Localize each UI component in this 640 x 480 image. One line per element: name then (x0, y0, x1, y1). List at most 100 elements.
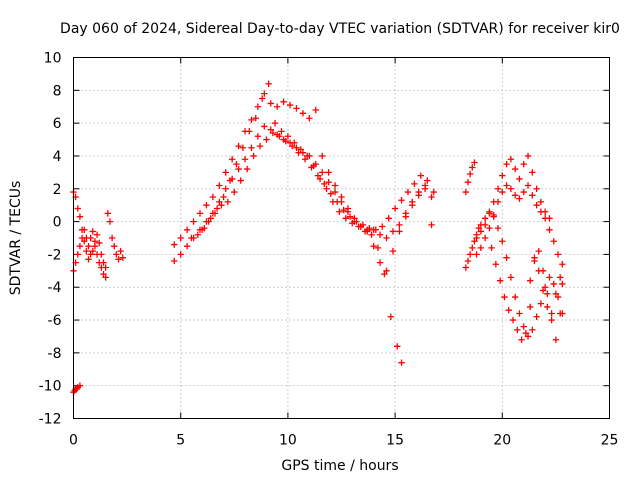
data-point (481, 221, 489, 229)
data-point (535, 247, 542, 255)
y-tick-label: 0 (53, 215, 62, 231)
data-point (492, 261, 500, 268)
y-tick-label: 6 (53, 116, 62, 132)
data-point (261, 123, 268, 130)
data-point (533, 313, 540, 320)
data-point (383, 234, 390, 242)
data-point (211, 210, 219, 217)
data-point (503, 182, 510, 189)
data-point (106, 218, 114, 225)
data-point (466, 251, 474, 258)
data-point (554, 251, 562, 258)
data-point (511, 293, 519, 301)
data-point (171, 257, 178, 265)
x-tick-label: 5 (176, 433, 185, 449)
data-point (100, 270, 107, 278)
x-axis-label: GPS time / hours (281, 458, 398, 474)
data-point (537, 300, 545, 307)
data-point (417, 172, 425, 179)
data-point (554, 293, 562, 301)
data-point (273, 103, 281, 110)
data-point (389, 247, 397, 255)
data-point (87, 251, 94, 258)
data-point (325, 169, 332, 176)
data-point (494, 198, 502, 206)
data-point (331, 182, 339, 189)
data-point (556, 310, 564, 317)
data-point (522, 329, 530, 337)
data-point (374, 244, 382, 252)
data-point (481, 234, 489, 242)
data-point (216, 182, 223, 189)
data-point (243, 165, 251, 173)
x-axis-ticks: 0 5 10 15 20 25 (69, 57, 619, 449)
data-point (248, 144, 255, 151)
data-point (383, 267, 390, 275)
data-point (282, 137, 289, 145)
x-tick-label: 25 (601, 433, 619, 449)
series-arc-9 (462, 152, 553, 242)
data-point (473, 251, 480, 258)
x-tick-label: 20 (493, 433, 511, 449)
data-point (293, 144, 300, 151)
y-tick-label: -8 (48, 346, 62, 362)
series-arc-7 (198, 129, 437, 233)
data-point (83, 234, 90, 242)
data-point (205, 218, 212, 225)
data-point (218, 201, 225, 209)
y-axis-ticks: -12 -10 -8 -6 -4 -2 0 2 4 6 8 10 (39, 51, 610, 428)
data-point (505, 307, 512, 314)
data-point (396, 228, 403, 235)
data-point (518, 336, 525, 343)
data-point (198, 226, 206, 233)
y-tick-label: -10 (39, 379, 62, 395)
data-point (524, 333, 532, 340)
data-point (366, 224, 373, 232)
data-point (537, 208, 545, 215)
data-point (224, 198, 232, 206)
data-point (100, 259, 107, 266)
data-point (263, 136, 270, 143)
data-point (323, 185, 330, 192)
data-point (76, 382, 84, 389)
data-point (194, 231, 202, 238)
data-point (473, 234, 480, 242)
data-point (252, 115, 259, 122)
data-point (361, 228, 369, 235)
data-point (402, 213, 410, 220)
data-point (261, 90, 268, 97)
data-point (462, 264, 470, 271)
data-point (235, 142, 242, 150)
data-point (209, 193, 217, 201)
series-arc-8 (462, 208, 566, 340)
data-point (387, 313, 395, 320)
data-point (254, 133, 262, 140)
data-point (231, 188, 238, 196)
data-point (544, 303, 551, 311)
data-point (248, 116, 255, 124)
data-point (291, 139, 298, 147)
data-point (334, 198, 341, 206)
data-point (411, 180, 418, 188)
data-point (267, 100, 274, 107)
data-point (104, 210, 112, 217)
data-point (286, 101, 294, 109)
data-point (246, 128, 253, 135)
data-point (469, 164, 476, 171)
data-point (464, 179, 472, 186)
data-point (108, 234, 116, 242)
data-point (389, 228, 397, 235)
data-point (235, 165, 242, 173)
data-point (539, 287, 547, 294)
data-points (70, 80, 566, 396)
data-point (548, 310, 555, 317)
data-point (349, 220, 356, 227)
data-point (258, 95, 266, 102)
data-point (546, 274, 553, 281)
data-point (308, 164, 315, 171)
data-point (404, 188, 412, 196)
data-point (271, 119, 279, 127)
data-point (516, 175, 523, 183)
data-point (533, 201, 540, 209)
